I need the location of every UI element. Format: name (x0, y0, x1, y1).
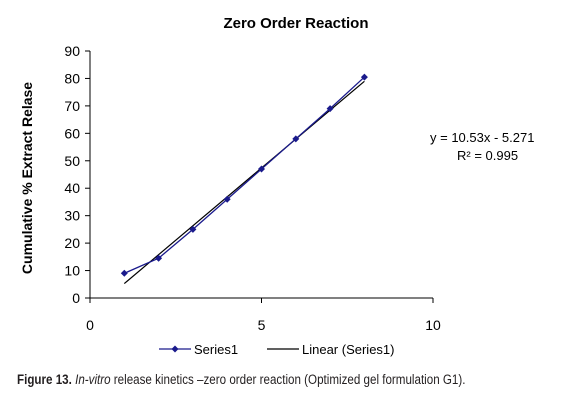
y-tick-label: 90 (64, 43, 80, 59)
y-tick-label: 50 (64, 153, 80, 169)
caption-label: Figure 13. (17, 372, 72, 387)
y-axis-label: Cumulative % Extract Relase (19, 82, 35, 274)
legend-series1-label: Series1 (194, 342, 238, 357)
y-tick-label: 20 (64, 235, 80, 251)
series1-point (292, 135, 300, 143)
plot-area: 0 10 20 30 40 50 60 70 80 90 0 5 10 (64, 43, 441, 333)
caption-italic: In-vitro (75, 372, 111, 387)
trendline (123, 80, 365, 285)
x-tick-label: 10 (425, 317, 441, 333)
chart: Zero Order Reaction Cumulative % Extract… (19, 15, 534, 357)
caption-text: release kinetics –zero order reaction (O… (110, 372, 466, 387)
y-tick-label: 30 (64, 208, 80, 224)
y-tick-label: 60 (64, 125, 80, 141)
y-tick-label: 70 (64, 98, 80, 114)
series1-point (155, 254, 163, 262)
x-tick-label: 5 (258, 317, 266, 333)
r-squared-annotation: R² = 0.995 (457, 148, 518, 163)
series1-point (360, 73, 368, 81)
equation-annotation: y = 10.53x - 5.271 (430, 130, 534, 145)
legend-linear-label: Linear (Series1) (302, 342, 395, 357)
series1-line (124, 76, 365, 274)
series1-point (223, 195, 231, 203)
y-tick-label: 0 (72, 290, 80, 306)
legend-series1-marker (171, 345, 179, 353)
y-tick-label: 40 (64, 180, 80, 196)
x-tick-label: 0 (86, 317, 94, 333)
legend: Series1 Linear (Series1) (159, 342, 395, 357)
series1-point (189, 225, 197, 233)
y-tick-label: 10 (64, 263, 80, 279)
series1-point (258, 165, 265, 173)
y-tick-label: 80 (64, 70, 80, 86)
chart-title: Zero Order Reaction (223, 15, 368, 32)
series1-point (120, 269, 128, 277)
series1-point (326, 105, 334, 113)
figure-caption: Figure 13. In-vitro release kinetics –ze… (17, 372, 465, 387)
